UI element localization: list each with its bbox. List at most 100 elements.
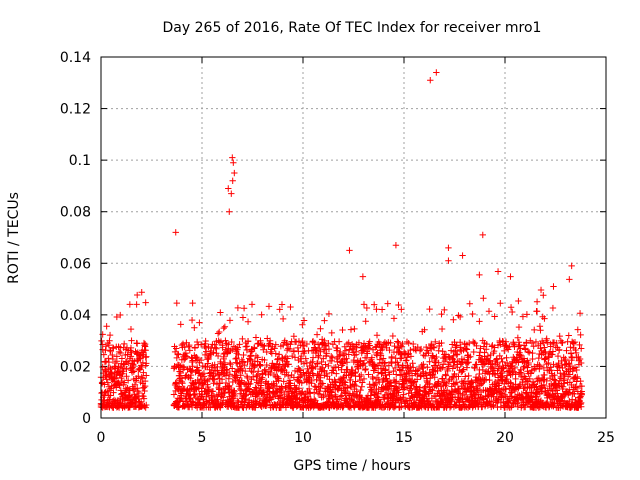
- data-point: [415, 365, 423, 373]
- data-point: [535, 354, 542, 362]
- data-point: [482, 376, 490, 383]
- data-point: [473, 387, 481, 394]
- data-point: [106, 364, 114, 372]
- data-point: [133, 301, 140, 308]
- data-point: [229, 154, 236, 161]
- data-point: [143, 372, 150, 379]
- data-point: [191, 324, 198, 331]
- data-point: [533, 298, 541, 305]
- data-point: [497, 300, 504, 307]
- data-point: [226, 371, 234, 378]
- data-point: [128, 349, 135, 356]
- data-point: [288, 352, 296, 360]
- data-point: [236, 341, 243, 348]
- data-point: [210, 379, 217, 387]
- data-point: [393, 371, 400, 378]
- data-point: [309, 338, 317, 345]
- data-point: [133, 350, 140, 357]
- data-point: [566, 389, 574, 396]
- data-point: [527, 370, 535, 377]
- data-point: [402, 373, 409, 380]
- data-point: [270, 382, 278, 389]
- data-point: [403, 383, 411, 391]
- data-point: [569, 367, 576, 375]
- data-point: [109, 351, 116, 359]
- data-point: [210, 349, 217, 356]
- data-point: [447, 403, 455, 410]
- data-point: [467, 353, 474, 360]
- data-point: [345, 339, 352, 346]
- data-point: [334, 344, 341, 352]
- data-point: [415, 390, 423, 398]
- data-point: [337, 393, 345, 400]
- data-point: [465, 372, 472, 380]
- data-point: [308, 377, 315, 385]
- data-point: [210, 393, 218, 400]
- data-point: [216, 375, 223, 382]
- data-point: [325, 340, 332, 347]
- data-point: [325, 345, 333, 353]
- data-point: [263, 361, 270, 369]
- data-point: [123, 373, 130, 380]
- data-point: [202, 337, 209, 345]
- chart-title: Day 265 of 2016, Rate Of TEC Index for r…: [163, 20, 542, 36]
- x-tick-label: 25: [597, 430, 615, 446]
- data-point: [381, 360, 388, 367]
- data-point: [179, 380, 186, 387]
- data-point: [311, 395, 318, 403]
- data-point: [101, 397, 108, 405]
- data-point: [299, 321, 306, 328]
- data-point: [177, 369, 184, 377]
- data-point: [222, 337, 229, 344]
- data-point: [222, 372, 230, 379]
- data-point: [107, 347, 114, 355]
- data-point: [319, 364, 326, 371]
- data-point: [480, 295, 487, 302]
- data-point: [365, 345, 373, 352]
- data-point: [379, 343, 386, 350]
- data-point: [454, 350, 461, 358]
- data-point: [507, 304, 515, 311]
- data-point: [142, 404, 149, 411]
- data-point: [485, 308, 493, 315]
- data-point: [232, 372, 240, 379]
- data-point: [507, 273, 514, 280]
- data-point: [537, 286, 545, 294]
- data-point: [101, 381, 108, 388]
- data-point: [267, 369, 274, 377]
- data-point: [577, 403, 585, 410]
- data-point: [523, 378, 531, 385]
- data-point: [514, 400, 521, 407]
- x-tick-label: 0: [97, 430, 106, 446]
- data-point: [205, 376, 213, 383]
- data-point: [248, 301, 256, 308]
- data-point: [117, 364, 124, 371]
- x-tick-label: 10: [294, 430, 312, 446]
- data-point: [296, 366, 303, 373]
- data-point: [418, 361, 425, 369]
- data-point: [131, 358, 138, 365]
- data-point: [260, 346, 267, 353]
- data-point: [341, 389, 348, 396]
- data-point: [445, 353, 452, 360]
- data-point: [577, 359, 585, 367]
- data-point: [407, 353, 415, 360]
- data-point: [407, 385, 414, 392]
- data-point: [490, 347, 498, 355]
- data-point: [505, 399, 512, 406]
- data-point: [341, 350, 348, 358]
- data-point: [473, 342, 480, 350]
- data-point: [124, 377, 132, 384]
- data-point: [256, 361, 264, 368]
- data-point: [242, 395, 249, 403]
- data-point: [106, 337, 113, 344]
- data-point: [139, 359, 147, 366]
- data-point: [257, 362, 264, 369]
- data-point: [353, 344, 360, 351]
- data-point: [540, 292, 547, 299]
- data-point: [339, 352, 347, 359]
- data-point: [357, 357, 364, 364]
- data-point: [395, 389, 402, 396]
- data-point: [439, 375, 446, 382]
- data-point: [339, 326, 346, 334]
